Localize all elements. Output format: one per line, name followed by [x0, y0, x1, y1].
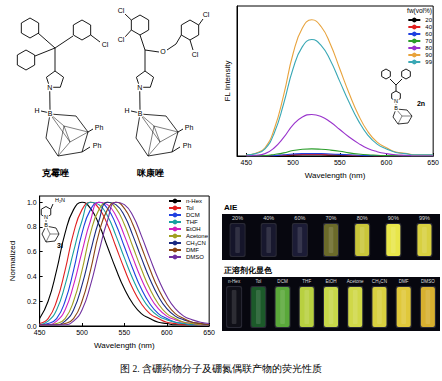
- svg-text:99%: 99%: [419, 215, 430, 221]
- svg-text:O: O: [160, 48, 166, 55]
- svg-text:n-Hex: n-Hex: [228, 279, 241, 284]
- svg-text:20%: 20%: [232, 215, 243, 221]
- svg-text:80: 80: [425, 45, 432, 51]
- svg-text:550: 550: [334, 159, 346, 166]
- svg-text:60%: 60%: [294, 215, 305, 221]
- svg-text:600: 600: [161, 329, 173, 336]
- svg-text:N: N: [394, 98, 398, 104]
- svg-text:B: B: [48, 110, 53, 117]
- svg-text:550: 550: [119, 329, 131, 336]
- svg-text:正溶剂化显色: 正溶剂化显色: [223, 265, 273, 275]
- svg-text:650: 650: [427, 159, 439, 166]
- svg-text:80%: 80%: [357, 215, 368, 221]
- svg-text:Acetone: Acetone: [347, 279, 364, 284]
- svg-text:n-Hex: n-Hex: [186, 198, 202, 204]
- svg-text:Normalized: Normalized: [8, 241, 17, 281]
- svg-text:90%: 90%: [388, 215, 399, 221]
- svg-text:Tol: Tol: [255, 279, 261, 284]
- svg-text:99: 99: [425, 59, 432, 65]
- svg-text:Tol: Tol: [186, 205, 194, 211]
- svg-text:0.0: 0.0: [26, 322, 37, 330]
- svg-text:AIE: AIE: [224, 203, 238, 212]
- svg-text:DMSO: DMSO: [421, 279, 435, 284]
- svg-text:H: H: [34, 107, 39, 114]
- svg-text:500: 500: [287, 159, 299, 166]
- svg-text:0.8: 0.8: [27, 223, 37, 230]
- svg-text:DCM: DCM: [277, 279, 288, 284]
- svg-text:DMF: DMF: [399, 279, 409, 284]
- svg-text:450: 450: [240, 159, 252, 166]
- svg-text:B: B: [138, 110, 143, 117]
- svg-text:N: N: [47, 84, 52, 91]
- svg-text:600: 600: [381, 159, 393, 166]
- svg-text:Cl: Cl: [102, 41, 109, 48]
- svg-text:20: 20: [425, 17, 432, 23]
- svg-text:0.4: 0.4: [27, 273, 37, 280]
- svg-text:THF: THF: [302, 279, 311, 284]
- svg-text:500: 500: [76, 329, 88, 336]
- svg-text:EtOH: EtOH: [325, 279, 336, 284]
- svg-text:FL Intensity: FL Intensity: [223, 60, 232, 101]
- svg-text:THF: THF: [186, 219, 198, 225]
- svg-text:DMSO: DMSO: [186, 254, 204, 260]
- svg-text:Cl: Cl: [118, 7, 125, 14]
- svg-text:3i: 3i: [57, 241, 63, 249]
- svg-text:B: B: [394, 105, 398, 111]
- svg-text:N: N: [137, 84, 142, 91]
- svg-text:图 2. 含硼药物分子及硼氮偶联产物的荧光性质: 图 2. 含硼药物分子及硼氮偶联产物的荧光性质: [120, 363, 322, 374]
- svg-text:Cl: Cl: [192, 51, 199, 58]
- svg-text:CH₃CN: CH₃CN: [186, 240, 206, 246]
- svg-text:H: H: [124, 107, 129, 114]
- svg-text:0.6: 0.6: [27, 248, 37, 255]
- svg-text:40: 40: [425, 24, 432, 30]
- svg-text:DMF: DMF: [186, 247, 199, 253]
- svg-text:1.0: 1.0: [27, 199, 37, 206]
- svg-text:70%: 70%: [325, 215, 336, 221]
- svg-text:40%: 40%: [263, 215, 274, 221]
- svg-text:B: B: [44, 222, 48, 228]
- svg-text:Ph: Ph: [93, 142, 102, 149]
- svg-text:咪康唑: 咪康唑: [137, 168, 164, 178]
- svg-text:Acetone: Acetone: [186, 233, 209, 239]
- svg-text:90: 90: [425, 52, 432, 58]
- svg-text:fw(vol%): fw(vol%): [407, 7, 432, 15]
- svg-text:70: 70: [425, 38, 432, 44]
- svg-text:Wavelength (nm): Wavelength (nm): [94, 341, 155, 350]
- svg-text:2n: 2n: [417, 100, 425, 107]
- svg-text:650: 650: [203, 329, 215, 336]
- svg-text:CH₃CN: CH₃CN: [372, 279, 387, 284]
- svg-text:克霉唑: 克霉唑: [41, 168, 69, 178]
- svg-text:EtOH: EtOH: [186, 226, 201, 232]
- svg-text:DCM: DCM: [186, 212, 200, 218]
- svg-text:Wavelength (nm): Wavelength (nm): [305, 171, 366, 180]
- svg-text:450: 450: [34, 329, 46, 336]
- svg-text:H₂N: H₂N: [55, 197, 65, 203]
- svg-text:Cl: Cl: [118, 36, 125, 43]
- svg-text:Ph: Ph: [183, 142, 192, 149]
- svg-text:60: 60: [425, 31, 432, 37]
- svg-text:Ph: Ph: [95, 124, 104, 131]
- svg-text:Cl: Cl: [203, 11, 210, 18]
- svg-text:N: N: [44, 214, 48, 220]
- svg-text:Ph: Ph: [185, 124, 194, 131]
- svg-text:0.2: 0.2: [27, 298, 37, 305]
